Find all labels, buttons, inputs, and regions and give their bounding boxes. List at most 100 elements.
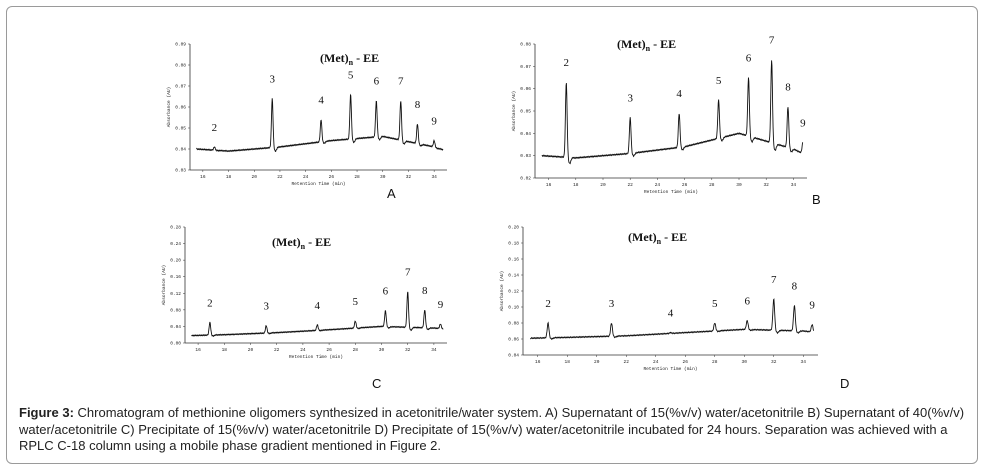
x-tick-label: 32 [406, 174, 412, 180]
peak-label-2: 2 [564, 57, 570, 69]
panel-title-subscript: n [301, 242, 306, 251]
figure-frame [6, 6, 978, 464]
panel-title-main: (Met) [628, 230, 657, 244]
x-tick-label: 18 [565, 359, 571, 365]
peak-label-9: 9 [809, 300, 815, 312]
peak-label-9: 9 [800, 117, 806, 129]
x-tick-label: 22 [277, 174, 283, 180]
x-tick-label: 34 [801, 359, 807, 365]
x-tick-label: 24 [303, 174, 309, 180]
panel-label-c: C [372, 376, 381, 391]
y-tick-label: 0.04 [170, 324, 181, 330]
panel-title-tail: - EE [305, 235, 331, 249]
y-tick-label: 0.16 [170, 274, 181, 280]
y-tick-label: 0.04 [520, 131, 531, 137]
x-axis-label: Retention Time (min) [644, 189, 698, 195]
x-axis-label: Retention Time (min) [291, 181, 345, 187]
peak-label-6: 6 [744, 296, 750, 308]
x-tick-label: 16 [200, 174, 206, 180]
y-tick-label: 0.18 [508, 241, 519, 247]
peak-label-4: 4 [318, 95, 324, 107]
x-tick-label: 20 [248, 347, 254, 353]
peak-label-2: 2 [212, 122, 218, 134]
x-tick-label: 22 [274, 347, 280, 353]
figure-caption: Figure 3: Chromatogram of methionine oli… [19, 405, 969, 455]
x-tick-label: 28 [712, 359, 718, 365]
x-tick-label: 30 [379, 347, 385, 353]
x-tick-label: 34 [791, 182, 797, 188]
peak-label-4: 4 [315, 300, 321, 312]
x-tick-label: 32 [763, 182, 769, 188]
x-tick-label: 30 [736, 182, 742, 188]
x-tick-label: 28 [354, 174, 360, 180]
x-tick-label: 16 [195, 347, 201, 353]
x-axis-label: Retention Time (min) [289, 354, 343, 360]
peak-label-8: 8 [792, 280, 798, 292]
x-tick-label: 26 [326, 347, 332, 353]
y-tick-label: 0.05 [520, 109, 531, 115]
x-tick-label: 28 [353, 347, 359, 353]
x-tick-label: 16 [546, 182, 552, 188]
peak-label-2: 2 [207, 297, 213, 309]
peak-label-3: 3 [263, 301, 269, 313]
chromatogram-trace [191, 291, 444, 338]
peak-label-5: 5 [712, 298, 718, 310]
y-tick-label: 0.08 [170, 307, 181, 313]
y-tick-label: 0.03 [175, 168, 186, 174]
x-tick-label: 34 [431, 347, 437, 353]
panel-label-d: D [840, 376, 849, 391]
peak-label-3: 3 [627, 93, 633, 105]
chromatogram-d: 0.20 0.18 0.16 0.14 0.12 0.10 0.08 0.06 0.04 16 18… [499, 225, 849, 392]
y-tick-label: 0.06 [508, 337, 519, 343]
panel-title-subscript: n [349, 58, 354, 67]
peak-label-9: 9 [438, 299, 444, 311]
peak-label-6: 6 [383, 286, 389, 298]
caption-text: Chromatogram of methionine oligomers syn… [19, 405, 965, 453]
x-tick-label: 30 [380, 174, 386, 180]
y-axis-label: Absorbance (AU) [511, 91, 517, 132]
peak-label-2: 2 [545, 298, 551, 310]
x-tick-label: 26 [329, 174, 335, 180]
peak-label-8: 8 [785, 82, 791, 94]
panel-label-b: B [812, 192, 821, 207]
y-tick-label: 0.06 [520, 86, 531, 92]
y-tick-label: 0.06 [175, 105, 186, 111]
x-tick-label: 20 [252, 174, 258, 180]
x-tick-label: 22 [624, 359, 630, 365]
chromatogram-trace [530, 298, 815, 341]
x-tick-label: 24 [653, 359, 659, 365]
x-tick-label: 18 [222, 347, 228, 353]
y-tick-label: 0.04 [508, 353, 519, 359]
y-axis-label: Absorbance (AU) [499, 271, 505, 312]
y-tick-label: 0.12 [508, 289, 519, 295]
panel-title-tail: - EE [353, 51, 379, 65]
x-tick-label: 24 [300, 347, 306, 353]
panel-title: (Met)n - EE [272, 235, 331, 251]
peak-label-5: 5 [353, 296, 359, 308]
x-tick-label: 34 [431, 174, 437, 180]
peak-label-4: 4 [676, 88, 682, 100]
y-tick-label: 0.16 [508, 257, 519, 263]
y-tick-label: 0.10 [508, 305, 519, 311]
panel-title-main: (Met) [272, 235, 301, 249]
y-axis-label: Absorbance (AU) [166, 87, 172, 128]
chromatogram-trace [541, 60, 804, 165]
panel-title-subscript: n [646, 44, 651, 53]
y-tick-label: 0.02 [520, 176, 531, 182]
y-tick-label: 0.08 [175, 63, 186, 69]
peak-label-6: 6 [374, 76, 380, 88]
panel-title-main: (Met) [617, 37, 646, 51]
panel-title-tail: - EE [650, 37, 676, 51]
y-tick-label: 0.08 [520, 42, 531, 48]
y-tick-label: 0.28 [170, 225, 181, 231]
panel-title: (Met)n - EE [628, 230, 687, 246]
x-tick-label: 18 [573, 182, 579, 188]
panel-title: (Met)n - EE [320, 51, 379, 67]
x-tick-label: 20 [594, 359, 600, 365]
x-tick-label: 16 [535, 359, 541, 365]
peak-label-8: 8 [422, 285, 428, 297]
